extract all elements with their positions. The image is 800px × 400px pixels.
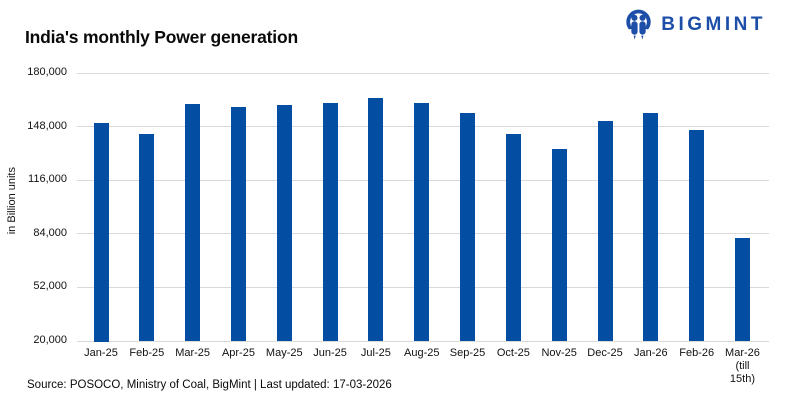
x-tick-label: Jan-26 [634,346,668,359]
bar-nov-25 [551,148,567,342]
x-tick-label: Jun-25 [313,346,347,359]
y-tick-label: 116,000 [28,173,67,186]
bar-mar-25 [185,104,201,342]
bar-apr-25 [230,106,246,342]
y-gridline [77,72,769,74]
bar-sep-25 [460,112,476,342]
x-tick-label: Jan-25 [84,346,118,359]
x-tick-label: Oct-25 [496,346,530,359]
x-tick-label: Nov-25 [541,346,577,359]
x-tick-label: Jul-25 [360,346,391,359]
bar-jun-25 [322,103,338,342]
x-tick-label: Feb-25 [129,346,165,359]
x-tick-label: Apr-25 [221,346,255,359]
y-tick-label: 148,000 [27,119,67,132]
source-note: Source: POSOCO, Ministry of Coal, BigMin… [27,379,392,391]
x-tick-label: May-25 [265,346,303,359]
bar-mar-26 [734,238,750,342]
bar-feb-26 [689,130,705,342]
bar-oct-25 [505,134,521,342]
bigmint-logo: BIGMINT [624,9,766,40]
bar-dec-25 [597,121,613,342]
bar-jul-25 [368,98,384,342]
x-tick-label: Dec-25 [587,346,623,359]
bar-jan-25 [93,122,109,342]
y-tick-label: 52,000 [33,280,67,293]
x-tick-label: Mar-26 (till 15th) [725,346,760,385]
bigmint-people-icon [626,9,651,40]
y-tick-label: 84,000 [33,226,67,239]
bar-jan-26 [643,112,659,342]
y-tick-label: 180,000 [27,66,67,78]
y-tick-label: 20,000 [33,334,67,346]
x-tick-label: Mar-25 [175,346,211,359]
bar-feb-25 [139,133,155,342]
bar-may-25 [276,105,292,342]
x-tick-label: Aug-25 [403,346,440,359]
x-tick-label: Feb-26 [679,346,715,359]
x-tick-label: Sep-25 [449,346,486,359]
bar-aug-25 [414,103,430,342]
chart-title: India's monthly Power generation [25,27,298,47]
brand-name: BIGMINT [661,14,766,35]
